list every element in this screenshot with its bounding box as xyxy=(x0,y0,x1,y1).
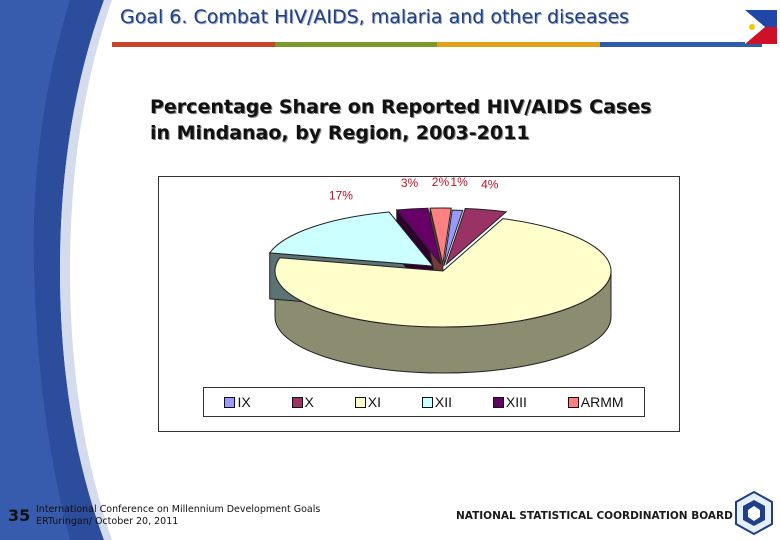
pie-data-label: 2% xyxy=(432,177,450,189)
legend-item: XIII xyxy=(492,394,527,410)
pie-slice-XI xyxy=(274,218,612,328)
legend-label: ARMM xyxy=(580,394,624,410)
legend-swatch xyxy=(291,396,303,408)
pie-slice-XIII xyxy=(395,207,442,265)
legend-label: XI xyxy=(367,394,381,410)
footer-conference: International Conference on Millennium D… xyxy=(36,504,320,528)
legend-item: XII xyxy=(421,394,452,410)
chart-legend: IX X XI XII XIII ARMM xyxy=(203,387,645,417)
header-color-bar xyxy=(112,42,762,47)
chart-area: 1% 4% 17% 3% 2% IX X XI XII XIII ARMM xyxy=(158,176,680,432)
header-bar-segment xyxy=(274,42,437,47)
legend-label: IX xyxy=(237,394,251,410)
left-decoration xyxy=(0,0,112,540)
footer-organization: NATIONAL STATISTICAL COORDINATION BOARD xyxy=(456,510,733,522)
legend-swatch xyxy=(421,396,433,408)
header-bar-segment xyxy=(112,42,275,47)
philippine-flag-icon xyxy=(745,10,777,44)
chart-title-line: in Mindanao, by Region, 2003-2011 xyxy=(150,122,530,144)
legend-swatch xyxy=(224,396,236,408)
pie-chart: 1% 4% 17% 3% 2% xyxy=(268,177,612,374)
pie-slice-ARMM xyxy=(429,207,452,265)
footer-author-date: ERTuringan/ October 20, 2011 xyxy=(36,516,179,527)
header-bar-segment xyxy=(437,42,600,47)
legend-swatch xyxy=(567,396,579,408)
legend-swatch xyxy=(492,396,504,408)
pie-slice-X xyxy=(445,208,508,266)
pie-data-label: 4% xyxy=(481,177,499,191)
footer-conference-name: International Conference on Millennium D… xyxy=(36,504,321,515)
pie-data-label: 3% xyxy=(401,177,419,190)
legend-label: X xyxy=(304,394,314,410)
page-number: 35 xyxy=(8,506,31,525)
pie-slice-XII xyxy=(268,211,435,267)
legend-swatch xyxy=(354,396,366,408)
legend-item: ARMM xyxy=(567,394,624,410)
pie-data-label: 17% xyxy=(329,189,353,203)
chart-title-line: Percentage Share on Reported HIV/AIDS Ca… xyxy=(150,96,652,118)
legend-label: XIII xyxy=(505,394,527,410)
slide-header-title: Goal 6. Combat HIV/AIDS, malaria and oth… xyxy=(120,6,630,28)
nscb-logo-icon xyxy=(735,490,773,536)
pie-slice-IX xyxy=(443,209,464,267)
legend-item: XI xyxy=(354,394,381,410)
legend-item: IX xyxy=(224,394,251,410)
legend-label: XII xyxy=(434,394,452,410)
legend-item: X xyxy=(291,394,314,410)
header-bar-segment xyxy=(599,42,762,47)
pie-data-label: 1% xyxy=(450,177,468,189)
chart-title: Percentage Share on Reported HIV/AIDS Ca… xyxy=(150,94,730,146)
